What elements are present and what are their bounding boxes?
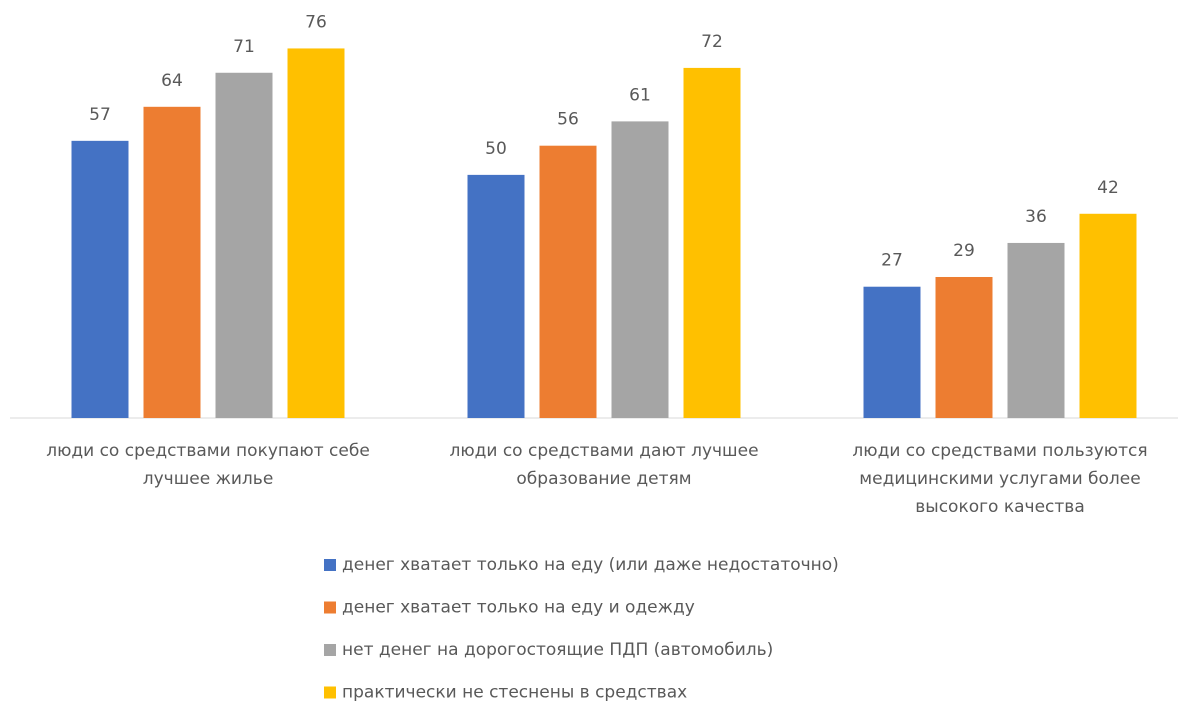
data-label: 50 — [485, 139, 507, 159]
x-tick-label: люди со средствами покупают себе лучшее ж… — [46, 441, 370, 489]
legend-swatch — [324, 559, 336, 571]
data-label: 57 — [89, 105, 111, 125]
bar — [287, 48, 345, 418]
bar — [467, 174, 525, 418]
bar — [143, 106, 201, 419]
x-tick-label-line: люди со средствами покупают себе — [46, 441, 370, 461]
bar — [1007, 242, 1065, 418]
x-tick-label-line: люди со средствами пользуются — [852, 441, 1147, 461]
x-tick-label-line: лучшее жилье — [143, 469, 274, 489]
data-label: 72 — [701, 32, 723, 52]
bar — [539, 145, 597, 418]
bar — [1079, 213, 1137, 418]
bar — [683, 67, 741, 419]
legend-label: денег хватает только на еду (или даже не… — [342, 555, 839, 575]
data-label: 29 — [953, 241, 975, 261]
bar — [215, 72, 273, 418]
bar — [935, 276, 993, 418]
bar — [863, 286, 921, 418]
data-label: 71 — [233, 37, 255, 57]
x-tick-label: люди со средствами дают лучшее образовани… — [449, 441, 758, 489]
data-label: 61 — [629, 85, 651, 105]
x-tick-label-line: образование детям — [516, 469, 691, 489]
legend-swatch — [324, 644, 336, 656]
legend-swatch — [324, 686, 336, 699]
x-tick-label-line: высокого качества — [915, 497, 1084, 517]
data-label: 56 — [557, 110, 579, 130]
data-label: 27 — [881, 251, 903, 271]
bar — [71, 140, 129, 418]
data-label: 76 — [305, 12, 327, 32]
data-label: 64 — [161, 71, 183, 91]
data-label: 42 — [1097, 178, 1119, 198]
bar — [611, 121, 669, 418]
legend-label: денег хватает только на еду и одежду — [342, 598, 695, 618]
data-label: 36 — [1025, 207, 1047, 227]
x-tick-label-line: люди со средствами дают лучшее — [449, 441, 758, 461]
legend-swatch — [324, 601, 336, 614]
x-tick-label: люди со средствами пользуются медицинским… — [852, 441, 1147, 517]
x-tick-label-line: медицинскими услугами более — [859, 469, 1140, 489]
legend-label: практически не стеснены в средствах — [342, 683, 687, 703]
legend-label: нет денег на дорогостоящие ПДП (автомоби… — [342, 640, 773, 660]
